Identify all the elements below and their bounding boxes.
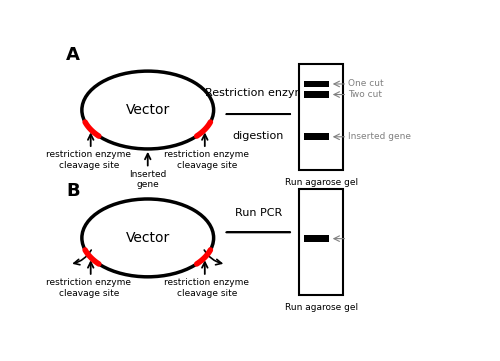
- Bar: [304, 133, 328, 140]
- Text: B: B: [66, 182, 80, 200]
- Text: Inserted gene: Inserted gene: [348, 132, 412, 141]
- Bar: [299, 189, 344, 295]
- Text: A: A: [66, 46, 80, 64]
- Text: Vector: Vector: [126, 103, 170, 117]
- Text: Run agarose gel: Run agarose gel: [284, 303, 358, 312]
- Bar: [304, 235, 328, 242]
- Text: restriction enzyme
cleavage site: restriction enzyme cleavage site: [164, 150, 249, 170]
- Text: Two cut: Two cut: [348, 90, 382, 99]
- Text: restriction enzyme
cleavage site: restriction enzyme cleavage site: [46, 150, 132, 170]
- Bar: [304, 81, 328, 87]
- Text: Vector: Vector: [126, 231, 170, 245]
- Text: restriction enzyme
cleavage site: restriction enzyme cleavage site: [164, 278, 249, 297]
- Text: digestion: digestion: [232, 131, 284, 141]
- Bar: [304, 91, 328, 98]
- Text: Inserted
gene: Inserted gene: [129, 170, 166, 189]
- Text: Restriction enzyme: Restriction enzyme: [204, 87, 312, 97]
- Ellipse shape: [82, 199, 214, 277]
- Text: restriction enzyme
cleavage site: restriction enzyme cleavage site: [46, 278, 132, 297]
- Text: Run PCR: Run PCR: [234, 208, 282, 218]
- Ellipse shape: [82, 71, 214, 149]
- Bar: [299, 64, 344, 170]
- Text: One cut: One cut: [348, 79, 384, 88]
- Text: Run agarose gel: Run agarose gel: [284, 178, 358, 187]
